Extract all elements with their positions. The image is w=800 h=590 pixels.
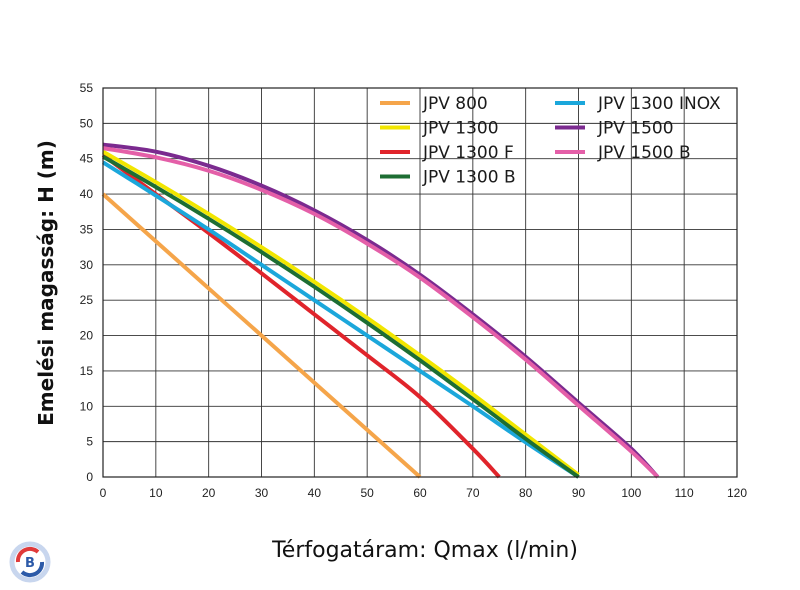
legend-label-jpv-1500-b: JPV 1500 B	[597, 143, 691, 163]
plot-frame	[102, 87, 738, 478]
x-tick-label: 70	[466, 486, 480, 500]
y-tick-label: 50	[80, 116, 94, 130]
brand-logo-icon: B	[9, 541, 51, 583]
x-tick-label: 60	[413, 486, 427, 500]
svg-text:B: B	[25, 556, 35, 571]
series-line-jpv-1300-inox	[101, 160, 580, 479]
series-line-jpv-1300	[102, 149, 580, 477]
legend-label-jpv-1300-inox: JPV 1300 INOX	[597, 94, 721, 114]
x-tick-labels: 0 10 20 30 40 50 60 70 80 90 100 110 120	[100, 486, 748, 500]
legend-label-jpv-1300-b: JPV 1300 B	[422, 168, 516, 188]
series-line-jpv-800	[101, 192, 422, 479]
x-axis-title: Térfogatáram: Qmax (l/min)	[271, 538, 578, 563]
x-tick-label: 20	[202, 486, 216, 500]
x-tick-label: 30	[255, 486, 269, 500]
y-tick-label: 25	[80, 293, 94, 307]
legend-label-jpv-1500: JPV 1500	[597, 119, 674, 139]
y-tick-label: 10	[80, 399, 94, 413]
y-tick-label: 5	[86, 435, 93, 449]
y-tick-label: 15	[80, 364, 94, 378]
y-axis-title: Emelési magasság: H (m)	[34, 140, 58, 426]
y-tick-label: 35	[80, 222, 94, 236]
y-tick-label: 45	[80, 152, 94, 166]
x-tick-label: 100	[621, 486, 641, 500]
x-tick-label: 0	[100, 486, 107, 500]
x-tick-label: 50	[360, 486, 374, 500]
y-tick-label: 30	[80, 258, 94, 272]
y-tick-label: 40	[80, 187, 94, 201]
curves	[101, 142, 660, 479]
y-tick-label: 20	[80, 329, 94, 343]
y-tick-label: 0	[86, 470, 93, 484]
legend: JPV 800 JPV 1300 JPV 1300 F JPV 1300 B JPV 1…	[380, 94, 721, 188]
x-tick-label: 10	[149, 486, 163, 500]
series-line-jpv-1300-b	[102, 154, 580, 479]
legend-label-jpv-800: JPV 800	[422, 94, 488, 114]
series-line-jpv-1500-b	[102, 146, 660, 479]
x-tick-label: 90	[572, 486, 586, 500]
legend-label-jpv-1300: JPV 1300	[422, 119, 499, 139]
x-tick-label: 110	[675, 486, 694, 500]
y-tick-labels: 0 5 10 15 20 25 30 35 40 45 50 55	[80, 81, 94, 484]
y-tick-label: 55	[80, 81, 94, 95]
x-tick-label: 40	[308, 486, 322, 500]
series-line-jpv-1500	[102, 142, 660, 479]
x-tick-label: 80	[519, 486, 533, 500]
legend-label-jpv-1300-f: JPV 1300 F	[422, 143, 514, 163]
x-tick-label: 120	[727, 486, 747, 500]
